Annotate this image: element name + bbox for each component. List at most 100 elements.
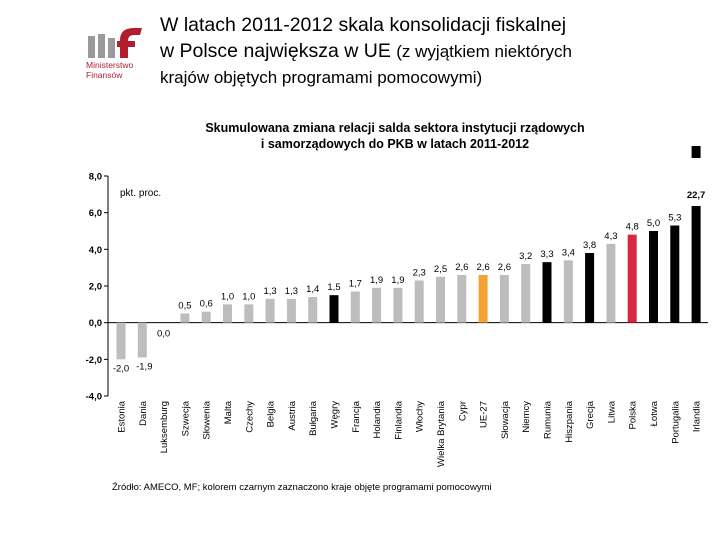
bar <box>521 264 531 323</box>
chart-title-line1: Skumulowana zmiana relacji salda sektora… <box>205 121 585 135</box>
value-label: 3,2 <box>519 251 532 262</box>
category-label: Malta <box>223 400 234 424</box>
category-label: Holandia <box>372 400 383 438</box>
category-label: Belgia <box>266 400 277 427</box>
value-label: 1,4 <box>306 284 319 295</box>
heading-line2: w Polsce największa w UE (z wyjątkiem ni… <box>160 38 710 65</box>
value-label: 0,6 <box>200 299 213 310</box>
value-label: 1,3 <box>285 286 298 297</box>
value-label: 2,3 <box>413 268 426 279</box>
value-label: 3,4 <box>562 247 575 258</box>
bar <box>563 260 573 323</box>
category-label: Litwa <box>606 400 617 423</box>
category-label: Bułgaria <box>308 400 319 436</box>
logo-line1: Ministerstwo <box>86 60 134 70</box>
y-tick-label: 4,0 <box>89 245 102 256</box>
value-label: 1,9 <box>370 275 383 286</box>
chart-title: Skumulowana zmiana relacji salda sektora… <box>130 120 660 152</box>
bar <box>286 298 296 323</box>
chart-title-line2: i samorządowych do PKB w latach 2011-201… <box>260 137 530 151</box>
category-label: Słowacja <box>500 400 511 439</box>
bar <box>649 231 658 323</box>
value-label: 3,8 <box>583 240 596 251</box>
category-label: Niemcy <box>521 401 532 433</box>
bar <box>350 291 360 323</box>
category-label: Wielka Brytania <box>436 400 447 467</box>
value-label: 4,3 <box>604 231 617 242</box>
value-label: 4,8 <box>626 222 639 233</box>
bar <box>457 275 467 323</box>
category-label: Słowenia <box>202 400 213 439</box>
bar-layer <box>116 146 701 360</box>
value-label: 5,0 <box>647 218 660 229</box>
bar <box>436 276 445 323</box>
bar <box>201 311 211 323</box>
heading-line2-note: (z wyjątkiem niektórych <box>396 42 572 61</box>
category-label: Hiszpania <box>564 400 575 442</box>
bar-overflow-segment <box>691 146 701 158</box>
category-label: Szwecja <box>180 400 191 436</box>
value-label: 5,3 <box>668 213 681 224</box>
value-label: 0,0 <box>157 329 170 340</box>
bar <box>180 313 190 323</box>
category-label: Polska <box>628 400 639 429</box>
category-label: Portugalia <box>670 400 681 443</box>
value-label: 1,5 <box>327 282 340 293</box>
unit-label: pkt. proc. <box>120 188 162 199</box>
bar <box>244 304 254 323</box>
bar <box>223 304 232 323</box>
y-tick-label: 2,0 <box>89 282 102 293</box>
slide-heading: W latach 2011-2012 skala konsolidacji fi… <box>160 12 710 91</box>
y-tick-label: 6,0 <box>89 208 102 219</box>
value-label: -1,9 <box>136 362 152 373</box>
bar <box>329 295 339 323</box>
bar <box>627 234 637 323</box>
category-label: Dania <box>138 400 149 426</box>
category-label: Luksemburg <box>159 401 170 453</box>
value-label: 2,5 <box>434 264 447 275</box>
category-label: Cypr <box>457 401 468 421</box>
category-label: Estonia <box>117 400 128 432</box>
value-label: 1,0 <box>242 291 255 302</box>
value-label: 22,7 <box>687 190 706 201</box>
value-label: 2,6 <box>498 262 511 273</box>
category-label: Łotwa <box>649 400 660 426</box>
value-label: 1,9 <box>391 275 404 286</box>
bar <box>606 243 616 323</box>
value-label: 1,3 <box>263 286 276 297</box>
bar <box>308 297 318 323</box>
bar <box>414 280 424 323</box>
category-label: Austria <box>287 400 298 430</box>
heading-line2-main: w Polsce największa w UE <box>160 40 391 62</box>
value-label: 1,7 <box>349 279 362 290</box>
value-label: 2,6 <box>476 262 489 273</box>
bar <box>393 287 403 323</box>
bar <box>137 322 147 358</box>
category-label: Włochy <box>415 401 426 432</box>
label-layer: -2,0 Estonia -1,9 Dania 0,0 Luksemburg 0,5 Szwe… <box>113 190 706 467</box>
category-label: Grecja <box>585 400 596 429</box>
bar <box>585 253 595 323</box>
category-label: UE-27 <box>479 401 490 428</box>
bar <box>265 298 275 323</box>
source-note: Źródło: AMECO, MF; kolorem czarnym zazna… <box>112 482 492 493</box>
value-label: 0,5 <box>178 301 191 312</box>
value-label: 1,0 <box>221 291 234 302</box>
bar <box>670 225 680 323</box>
value-label: -2,0 <box>113 363 129 374</box>
value-label: 2,6 <box>455 262 468 273</box>
heading-line3: krajów objętych programami pomocowymi) <box>160 68 483 87</box>
bar <box>691 206 701 323</box>
category-label: Francja <box>351 400 362 432</box>
category-label: Czechy <box>244 401 255 433</box>
bar <box>372 287 382 323</box>
category-label: Rumunia <box>543 400 554 439</box>
bar <box>499 275 509 323</box>
bar <box>542 262 552 323</box>
mf-logo-icon <box>86 26 158 86</box>
logo-text: Ministerstwo Finansów <box>86 60 133 80</box>
heading-line1: W latach 2011-2012 skala konsolidacji fi… <box>160 14 567 36</box>
bar <box>116 322 126 360</box>
category-label: Węgry <box>330 401 341 429</box>
